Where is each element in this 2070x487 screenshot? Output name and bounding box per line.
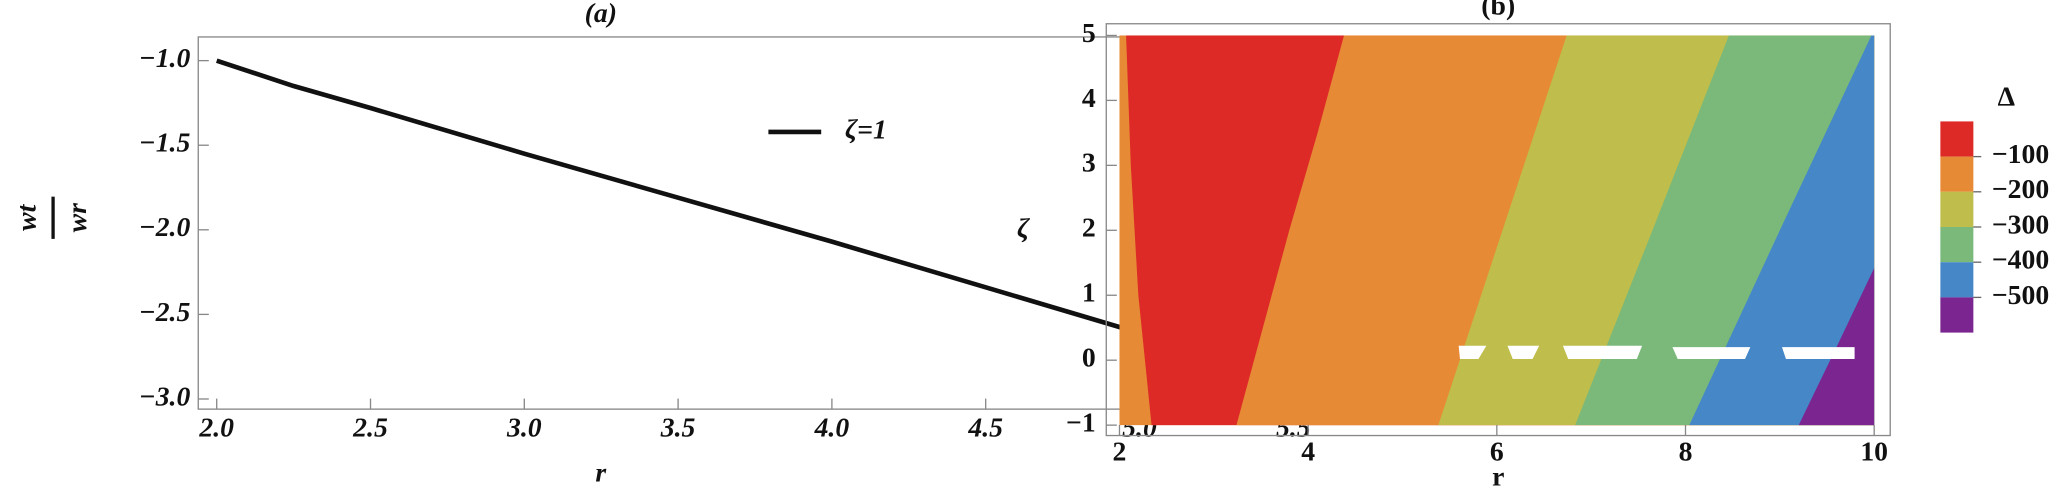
colorbar-swatch <box>1940 262 1974 298</box>
contour-regions <box>1119 35 1875 426</box>
y-label-denominator: wr <box>61 203 92 232</box>
y-axis-label: wt wr <box>11 196 92 239</box>
artifact <box>1562 345 1643 359</box>
y-tick-label: 1 <box>1082 277 1096 308</box>
x-axis-label: r <box>595 456 606 487</box>
x-tick-label: 4 <box>1301 435 1315 466</box>
artifact <box>1672 347 1751 359</box>
colorbar-title: Δ <box>1998 80 2015 111</box>
colorbar-tick-label: −500 <box>1992 279 2049 310</box>
y-tick-label: 3 <box>1082 147 1096 178</box>
y-tick-label: 2 <box>1082 212 1096 243</box>
x-axis-label: r <box>1492 460 1504 487</box>
colorbar-tick-label: −300 <box>1992 208 2049 239</box>
y-tick-label: 5 <box>1082 17 1096 48</box>
y-tick-label: −2.0 <box>139 211 191 242</box>
colorbar-tick-label: −400 <box>1992 244 2049 275</box>
x-tick-label: 2 <box>1113 435 1127 466</box>
artifact <box>1458 345 1487 359</box>
colorbar-swatch <box>1940 297 1974 333</box>
x-tick-label: 3.5 <box>660 412 696 443</box>
artifact <box>1781 347 1855 359</box>
y-tick-label: −2.5 <box>139 296 191 327</box>
x-tick-label: 10 <box>1860 435 1888 466</box>
white-artifacts <box>1458 345 1855 359</box>
y-tick-label: −1.0 <box>139 42 191 73</box>
colorbar-swatch <box>1940 156 1974 192</box>
x-tick-label: 4.5 <box>967 412 1003 443</box>
y-tick-label: 4 <box>1082 82 1096 113</box>
x-tick-label: 2.5 <box>352 412 388 443</box>
y-tick-label: −1 <box>1066 406 1096 437</box>
y-tick-label: 0 <box>1082 342 1096 373</box>
x-tick-label: 6 <box>1490 435 1504 466</box>
colorbar-swatch <box>1940 227 1974 263</box>
x-tick-label: 3.0 <box>506 412 542 443</box>
artifact <box>1507 345 1540 359</box>
chart-title: (b) <box>1481 0 1515 20</box>
contour-region <box>1689 35 1875 426</box>
legend-label: ζ=1 <box>845 113 887 144</box>
panel-b: (b) r ζ Δ 2 4 6 8 10 −1 0 1 2 3 4 5 −100 −200 −300 −400… <box>1017 0 2049 487</box>
y-label-numerator: wt <box>11 203 42 230</box>
data-line <box>215 58 1325 390</box>
x-tick-label: 4.0 <box>814 412 850 443</box>
colorbar-swatch <box>1940 121 1974 157</box>
y-tick-label: −3.0 <box>139 380 191 411</box>
x-tick-label: 2.0 <box>198 412 234 443</box>
x-tick-label: 8 <box>1679 435 1693 466</box>
y-tick-label: −1.5 <box>139 127 191 158</box>
colorbar-tick-label: −200 <box>1992 173 2049 204</box>
contour-region <box>1798 267 1875 426</box>
colorbar-tick-label: −100 <box>1992 138 2049 169</box>
colorbar-swatch <box>1940 191 1974 228</box>
y-axis-label: ζ <box>1017 212 1031 243</box>
chart-title: (a) <box>585 0 617 28</box>
